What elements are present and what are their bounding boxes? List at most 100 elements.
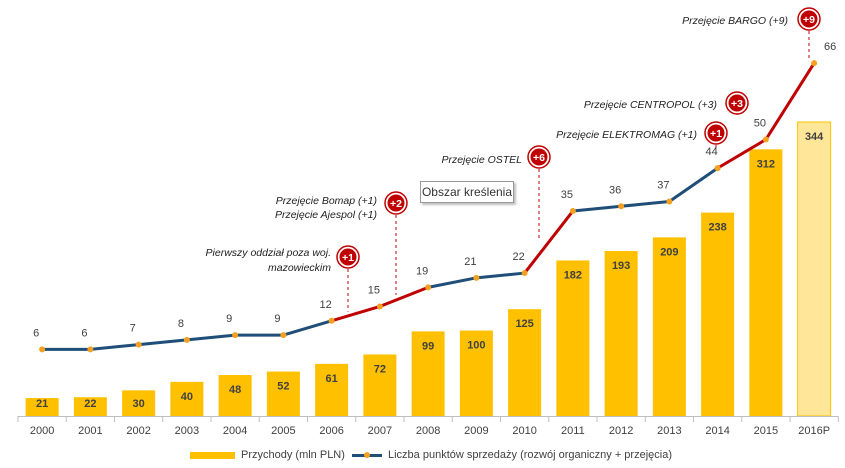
acquisition-line-segment: [523, 209, 575, 275]
line-marker: [425, 284, 432, 291]
legend-swatch-revenue: [190, 451, 235, 459]
bar: [25, 398, 59, 416]
plot-area-tooltip: Obszar kreślenia: [420, 181, 514, 203]
legend: Przychody (mln PLN) Liczba punktów sprze…: [0, 446, 845, 464]
x-tick-label: 2005: [271, 425, 295, 437]
organic-line-segment: [137, 338, 189, 347]
legend-marker-points: [364, 451, 370, 458]
line-marker: [39, 346, 46, 353]
acquisition-annotation-label: Przejęcie BARGO (+9): [682, 15, 788, 27]
bar-value-label: 344: [805, 131, 824, 143]
organic-line-segment: [474, 271, 527, 280]
bar-value-label: 312: [757, 158, 775, 170]
legend-label-revenue: Przychody (mln PLN): [241, 449, 345, 461]
line-value-label: 9: [274, 313, 280, 325]
legend-line-points: [352, 451, 382, 458]
bar-value-label: 61: [326, 373, 338, 385]
acquisition-badge: +2: [384, 191, 408, 215]
line-marker: [183, 336, 190, 343]
acquisition-badge-label: +9: [803, 14, 815, 26]
acquisition-badge: +1: [704, 121, 728, 145]
line-marker: [811, 60, 818, 67]
bar-value-label: 48: [229, 384, 241, 396]
bar: [411, 331, 445, 416]
bar-value-label: 182: [564, 269, 582, 281]
bar: [604, 251, 638, 416]
acquisition-badge-label: +1: [710, 128, 722, 140]
acquisition-badge: +6: [527, 145, 551, 169]
x-tick-label: 2014: [705, 425, 729, 437]
line-marker: [376, 303, 383, 310]
acquisition-badge-fill: [530, 148, 548, 166]
acquisition-annotation-label: mazowieckim: [268, 262, 331, 274]
bar: [266, 371, 300, 416]
line-value-label: 12: [320, 299, 332, 311]
line-value-label: 7: [130, 323, 136, 335]
acquisition-badge-label: +1: [342, 252, 354, 264]
bar-value-label: 21: [36, 398, 48, 410]
acquisition-line-segment: [330, 304, 382, 323]
acquisition-annotation-label: Przejęcie ELEKTROMAG (+1): [556, 129, 697, 141]
line-value-label: 44: [706, 146, 718, 158]
acquisition-badge-label: +2: [390, 198, 402, 210]
x-tick-label: 2016P: [798, 425, 830, 437]
organic-line-segment: [619, 200, 671, 208]
acquisition-line-segment: [764, 61, 816, 141]
acquisition-line-segment: [378, 285, 430, 308]
acquisition-badge-label: +3: [731, 98, 743, 110]
x-tick-label: 2004: [223, 425, 247, 437]
line-value-label: 37: [657, 180, 669, 192]
acquisition-annotation-label: Przejęcie Bomap (+1): [276, 195, 377, 207]
line-value-label: 6: [81, 327, 87, 339]
line-marker: [714, 165, 721, 172]
x-tick-label: 2006: [319, 425, 343, 437]
bar: [73, 397, 107, 416]
x-tick-label: 2002: [126, 425, 150, 437]
line-marker: [232, 332, 239, 339]
bar-value-label: 193: [612, 260, 630, 272]
line-value-label: 19: [416, 265, 428, 277]
organic-line-segment: [667, 166, 720, 204]
acquisition-badge: +3: [725, 91, 749, 115]
line-value-label: 36: [609, 184, 621, 196]
acquisition-badge-fill: [387, 194, 405, 212]
bar: [315, 363, 349, 416]
organic-line-segment: [281, 319, 334, 337]
line-marker: [135, 341, 142, 348]
bar-value-label: 209: [660, 246, 678, 258]
acquisition-badge-fill: [800, 10, 818, 28]
acquisition-line-segment: [716, 138, 768, 170]
acquisition-annotation-label: Przejęcie Ajespol (+1): [275, 209, 377, 221]
bar: [652, 237, 686, 416]
x-tick-label: 2012: [609, 425, 633, 437]
line-value-label: 50: [754, 118, 766, 130]
bar-value-label: 125: [515, 318, 533, 330]
bar: [363, 354, 397, 416]
organic-line-segment: [88, 343, 141, 351]
line-marker: [666, 198, 673, 205]
line-value-label: 15: [368, 284, 380, 296]
bar: [797, 121, 832, 417]
x-tick-label: 2008: [416, 425, 440, 437]
organic-line-segment: [185, 333, 237, 342]
acquisition-annotation-label: Przejęcie CENTROPOL (+3): [584, 99, 717, 111]
bar: [459, 330, 493, 416]
bar-value-label: 72: [374, 363, 386, 375]
bar-value-label: 52: [277, 381, 289, 393]
bar: [701, 212, 735, 416]
line-value-label: 22: [513, 251, 525, 263]
line-value-label: 21: [464, 256, 476, 268]
acquisition-badge-label: +6: [533, 152, 545, 164]
organic-line-segment: [426, 276, 478, 289]
line-marker: [762, 136, 769, 143]
organic-line-segment: [571, 204, 623, 213]
line-value-label: 66: [824, 41, 836, 53]
legend-item-points: Liczba punktów sprzedaży (rozwój organic…: [352, 446, 672, 464]
line-marker: [328, 317, 335, 324]
bar-value-label: 100: [467, 340, 485, 352]
acquisition-badge-fill: [728, 94, 746, 112]
acquisition-annotation-label: Pierwszy oddział poza woj.: [206, 247, 331, 259]
line-marker: [618, 203, 625, 210]
